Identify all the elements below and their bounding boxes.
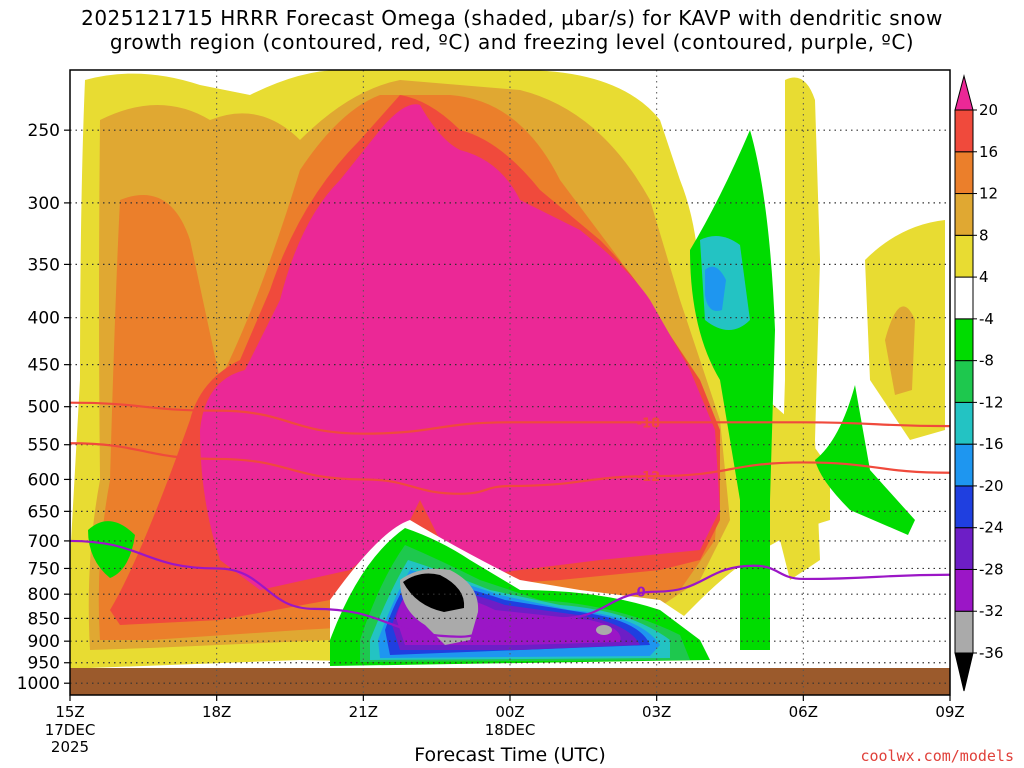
colorbar-label: -28 — [979, 560, 1004, 578]
colorbar-bin-highest — [954, 74, 974, 111]
omega-shade-green-cell-left — [88, 521, 135, 578]
chart-title-line2: growth region (contoured, red, ºC) and f… — [109, 30, 915, 54]
colorbar-bin — [954, 318, 974, 362]
x-tick-label: 06Z — [789, 703, 818, 721]
colorbar-label: -4 — [979, 310, 994, 328]
contour-label: -18 — [637, 416, 661, 431]
omega-shade-column-0530z-blue — [705, 266, 726, 311]
x-tick-sublabel: 2025 — [51, 738, 89, 756]
y-tick-label: 950 — [28, 654, 60, 674]
colorbar-bin — [954, 276, 974, 320]
y-tick-label: 550 — [28, 436, 60, 456]
omega-shade-over20 — [200, 104, 720, 591]
x-tick-label: 18Z — [202, 703, 231, 721]
x-tick-label: 15Z — [55, 703, 84, 721]
grid-lines — [70, 70, 950, 695]
omega-shading — [70, 70, 945, 668]
x-axis-title: Forecast Time (UTC) — [414, 744, 606, 766]
colorbar-label: -36 — [979, 644, 1004, 662]
colorbar-label: 12 — [979, 185, 998, 203]
y-tick-label: 800 — [28, 585, 60, 605]
colorbar-label: 4 — [979, 268, 989, 286]
y-axis: 250 300 350 400 450 500 550 600 650 700 750 800 850 9… — [17, 121, 70, 694]
y-tick-label: 900 — [28, 632, 60, 652]
x-tick-label: 03Z — [642, 703, 671, 721]
colorbar-label: -16 — [979, 435, 1004, 453]
contour-label: 0 — [637, 586, 646, 601]
colorbar-bin — [954, 360, 974, 403]
colorbar: 20 16 12 8 4 -4 -8 -12 -16 -20 -24 -28 -32 -36 — [954, 74, 1004, 692]
colorbar-label: -32 — [979, 602, 1004, 620]
x-tick-label: 09Z — [935, 703, 964, 721]
colorbar-bin — [954, 109, 974, 153]
y-tick-label: 250 — [28, 121, 60, 141]
contour-dgz_minus12 — [69, 442, 951, 495]
colorbar-label: 8 — [979, 226, 989, 244]
y-tick-label: 1000 — [17, 674, 60, 694]
colorbar-bin — [954, 527, 974, 570]
colorbar-bin — [954, 485, 974, 529]
colorbar-label: -12 — [979, 393, 1004, 411]
omega-shade-minus32-secondary — [596, 625, 612, 635]
colorbar-bin — [954, 401, 974, 445]
colorbar-label: -8 — [979, 352, 994, 370]
colorbar-bin-lowest — [954, 652, 974, 692]
colorbar-label: -20 — [979, 477, 1004, 495]
colorbar-label: 20 — [979, 101, 998, 119]
y-tick-label: 600 — [28, 470, 60, 490]
contour-lines: -18 -12 0 — [69, 401, 951, 638]
colorbar-bin — [954, 443, 974, 487]
x-tick-label: 00Z — [495, 703, 524, 721]
credit-link[interactable]: coolwx.com/models — [860, 747, 1014, 765]
y-tick-label: 450 — [28, 356, 60, 376]
y-tick-label: 700 — [28, 532, 60, 552]
omega-shade-minus36 — [403, 573, 465, 612]
y-tick-label: 750 — [28, 559, 60, 579]
contour-dgz_minus18 — [69, 401, 951, 435]
y-tick-label: 850 — [28, 609, 60, 629]
chart-title-line1: 2025121715 HRRR Forecast Omega (shaded, … — [81, 6, 943, 30]
colorbar-bin — [954, 151, 974, 195]
y-tick-label: 400 — [28, 309, 60, 329]
contour-freezing_level — [69, 539, 951, 638]
contour-label: -12 — [637, 470, 661, 485]
y-tick-label: 350 — [28, 255, 60, 275]
x-tick-sublabel: 18DEC — [485, 721, 536, 739]
y-tick-label: 300 — [28, 194, 60, 214]
colorbar-bin — [954, 193, 974, 236]
y-tick-label: 650 — [28, 502, 60, 522]
x-tick-sublabel: 17DEC — [45, 721, 96, 739]
omega-shade-right-orange — [885, 306, 915, 395]
omega-shade-column-06z — [780, 77, 820, 580]
colorbar-label: -24 — [979, 519, 1004, 537]
omega-shade-right-green — [815, 385, 915, 535]
x-tick-label: 21Z — [349, 703, 378, 721]
colorbar-label: 16 — [979, 143, 998, 161]
colorbar-bin — [954, 234, 974, 278]
y-tick-label: 500 — [28, 398, 60, 418]
colorbar-bin — [954, 568, 974, 612]
colorbar-bin — [954, 610, 974, 654]
